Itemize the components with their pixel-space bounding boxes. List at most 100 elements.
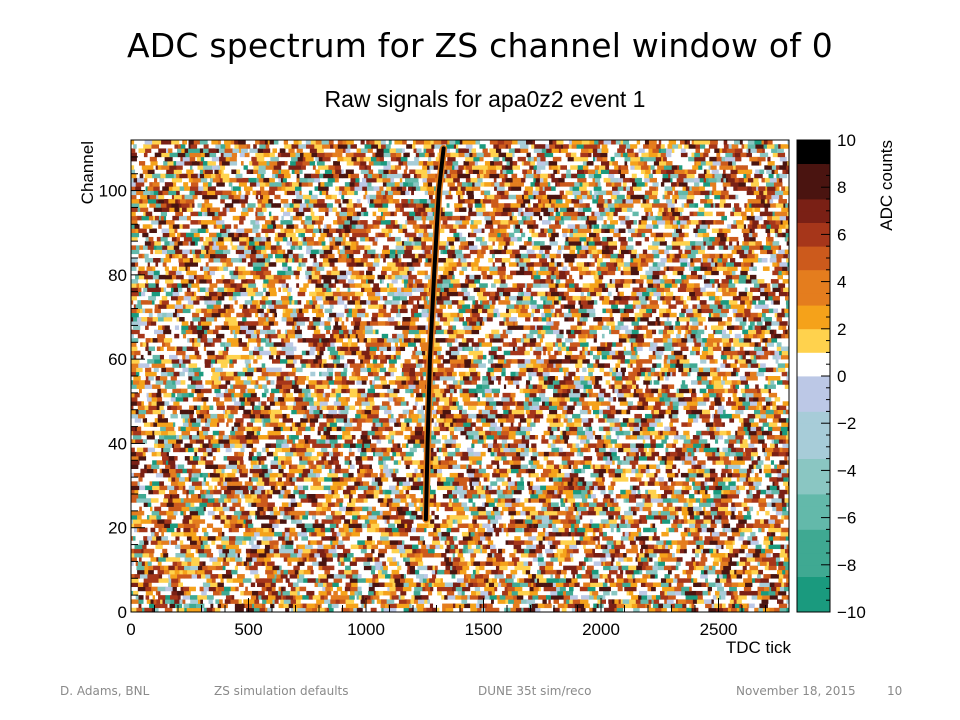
heatmap-cell: [266, 531, 275, 537]
heatmap-cell: [404, 544, 413, 550]
heatmap-cell: [505, 540, 509, 545]
heatmap-cell: [385, 426, 393, 432]
heatmap-cell: [280, 489, 285, 495]
heatmap-cell: [710, 519, 716, 524]
heatmap-cell: [568, 531, 572, 537]
heatmap-cell: [325, 439, 330, 444]
heatmap-cell: [256, 451, 262, 457]
heatmap-cell: [429, 498, 437, 503]
heatmap-cell: [445, 418, 453, 423]
heatmap-cell: [267, 494, 273, 499]
heatmap-cell: [508, 561, 515, 566]
heatmap-cell: [663, 481, 668, 486]
heatmap-cell: [693, 506, 702, 512]
heatmap-cell: [140, 472, 145, 478]
heatmap-cell: [294, 397, 304, 402]
heatmap-cell: [613, 397, 617, 402]
heatmap-cell: [161, 531, 164, 537]
heatmap-cell: [700, 569, 705, 575]
heatmap-cell: [540, 485, 547, 491]
heatmap-cell: [636, 565, 643, 571]
heatmap-cell: [765, 472, 772, 478]
heatmap-cell: [136, 384, 145, 389]
heatmap-cell: [558, 578, 567, 583]
heatmap-cell: [533, 586, 540, 592]
heatmap-cell: [336, 523, 339, 529]
heatmap-cell: [402, 553, 408, 558]
heatmap-cell: [283, 599, 291, 604]
heatmap-cell: [251, 544, 260, 550]
heatmap-cell: [264, 582, 271, 588]
heatmap-cell: [357, 447, 362, 453]
heatmap-cell: [157, 540, 162, 545]
heatmap-cell: [168, 460, 176, 465]
heatmap-cell: [579, 451, 584, 457]
heatmap-cell: [231, 468, 238, 474]
heatmap-cell: [364, 443, 371, 448]
heatmap-cell: [718, 515, 722, 520]
heatmap-cell: [653, 569, 658, 575]
heatmap-cell: [475, 540, 479, 545]
heatmap-cell: [369, 464, 372, 470]
heatmap-cell: [602, 506, 608, 512]
heatmap-cell: [171, 405, 178, 411]
heatmap-cell: [703, 447, 709, 453]
heatmap-cell: [338, 397, 347, 402]
heatmap-cell: [500, 498, 506, 503]
heatmap-cell: [280, 590, 283, 596]
heatmap-cell: [520, 510, 526, 516]
heatmap-cell: [696, 447, 700, 453]
heatmap-cell: [379, 485, 382, 491]
heatmap-cell: [432, 578, 436, 583]
heatmap-cell: [285, 595, 294, 600]
heatmap-cell: [403, 456, 412, 461]
heatmap-cell: [705, 489, 708, 495]
heatmap-cell: [669, 510, 677, 516]
heatmap-cell: [628, 536, 635, 541]
heatmap-cell: [135, 595, 139, 600]
heatmap-cell: [619, 401, 629, 406]
heatmap-cell: [368, 582, 373, 588]
heatmap-cell: [160, 409, 165, 415]
heatmap-cell: [418, 413, 422, 419]
heatmap-cell: [327, 472, 336, 478]
heatmap-cell: [177, 565, 185, 571]
heatmap-cell: [685, 451, 689, 457]
heatmap-cell: [519, 388, 524, 394]
heatmap-cell: [214, 498, 219, 503]
heatmap-cell: [556, 548, 564, 554]
heatmap-cell: [329, 523, 337, 529]
heatmap-cell: [345, 599, 355, 604]
heatmap-cell: [200, 544, 205, 550]
heatmap-cell: [666, 456, 675, 461]
heatmap-cell: [357, 586, 362, 592]
heatmap-cell: [635, 557, 638, 562]
heatmap-cell: [267, 397, 270, 402]
heatmap-cell: [157, 388, 162, 394]
heatmap-cell: [768, 426, 773, 432]
heatmap-cell: [294, 515, 300, 520]
heatmap-cell: [157, 519, 165, 524]
heatmap-cell: [665, 485, 670, 491]
heatmap-cell: [248, 485, 253, 491]
heatmap-cell: [523, 405, 530, 411]
heatmap-cell: [648, 574, 651, 579]
heatmap-cell: [456, 510, 466, 516]
heatmap-cell: [580, 540, 588, 545]
heatmap-cell: [582, 523, 590, 529]
heatmap-cell: [179, 447, 186, 453]
heatmap-cell: [507, 527, 516, 533]
heatmap-cell: [607, 578, 610, 583]
heatmap-cell: [387, 405, 392, 411]
heatmap-cell: [254, 603, 263, 609]
heatmap-cell: [269, 548, 274, 554]
heatmap-cell: [273, 451, 278, 457]
heatmap-cell: [446, 527, 452, 533]
heatmap-cell: [575, 443, 580, 448]
heatmap-cell: [188, 498, 197, 503]
heatmap-cell: [695, 527, 698, 533]
heatmap-cell: [761, 405, 764, 411]
heatmap-cell: [202, 565, 208, 571]
heatmap-cell: [234, 405, 240, 411]
heatmap-cell: [398, 510, 407, 516]
